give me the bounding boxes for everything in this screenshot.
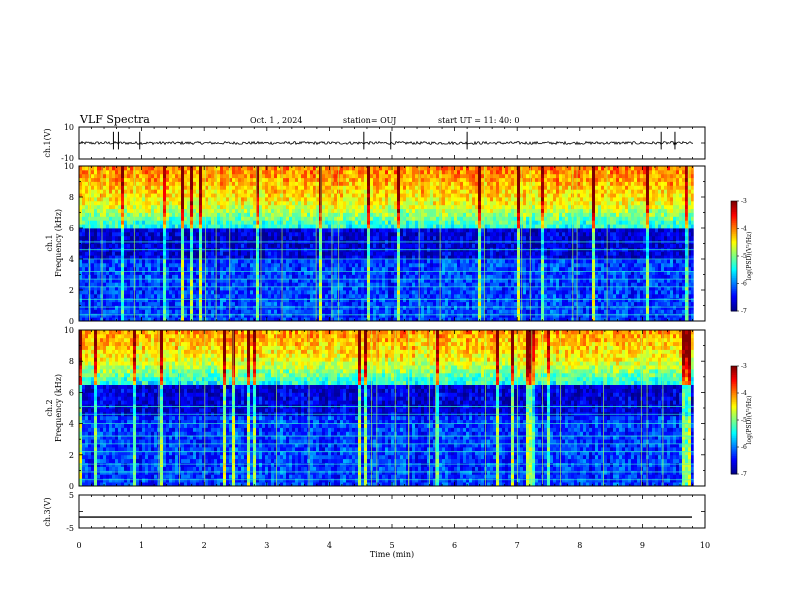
ch3-ytick-top: 5: [69, 491, 74, 500]
figure-title: VLF Spectra: [79, 113, 150, 126]
ch1-waveform-line: [78, 140, 694, 146]
ch1-spec-ylabel: Frequency (kHz): [54, 209, 63, 277]
frequency-tick-label: 2: [69, 286, 74, 295]
frequency-tick-label: 4: [69, 255, 74, 264]
x-tick-label: 4: [327, 541, 332, 550]
colorbar-tick-label: -6: [741, 281, 747, 288]
ch1-spectrogram-image: [79, 166, 705, 322]
frequency-tick-label: 10: [64, 162, 74, 171]
ch1-waveform-panel: 10 -10 ch.1(V): [43, 123, 706, 163]
x-tick-label: 6: [452, 541, 457, 550]
ch1-wave-ylabel: ch.1(V): [43, 128, 52, 157]
ch1-colorbar-label: log(PSD)(V²/Hz): [746, 232, 753, 281]
x-tick-label: 0: [76, 541, 81, 550]
x-axis-label: Time (min): [370, 550, 414, 559]
station-label: station= OUJ: [343, 116, 396, 125]
x-tick-label: 8: [577, 541, 582, 550]
x-tick-label: 1: [139, 541, 144, 550]
ch1-spec-channel-label: ch.1: [45, 234, 54, 251]
x-tick-label: 3: [264, 541, 269, 550]
x-tick-label: 10: [700, 541, 710, 550]
colorbar-tick-label: -4: [741, 226, 747, 233]
colorbar-tick-label: -6: [741, 444, 747, 451]
colorbar-tick-label: -7: [741, 308, 747, 315]
ch3-waveform-frame: [78, 494, 706, 529]
start-ut-label: start UT = 11: 40: 0: [438, 116, 519, 125]
ch3-ytick-bottom: -5: [66, 524, 74, 533]
ch1-ytick-top: 10: [64, 123, 74, 132]
x-tick-label: 2: [202, 541, 207, 550]
frequency-tick-label: 10: [64, 326, 74, 335]
date-label: Oct. 1 , 2024: [250, 116, 302, 125]
frequency-tick-label: 0: [69, 482, 74, 491]
colorbar-tick-label: -3: [741, 363, 747, 370]
colorbar-tick-label: -5: [741, 253, 747, 260]
frequency-tick-label: 8: [69, 357, 74, 366]
colorbar-tick-label: -5: [741, 417, 747, 424]
x-axis-tick-labels: 0 1 2 3 4 5 6 7 8 9 10: [76, 541, 710, 550]
x-tick-label: 5: [389, 541, 394, 550]
colorbar-tick-label: -7: [741, 471, 747, 478]
ch2-spec-ylabel: Frequency (kHz): [54, 374, 63, 442]
colorbar-tick-label: -4: [741, 390, 747, 397]
frequency-tick-label: 6: [69, 224, 74, 233]
frequency-tick-label: 8: [69, 193, 74, 202]
ch1-ytick-bottom: -10: [61, 154, 74, 163]
ch3-waveform-panel: 5 -5 ch.3(V): [43, 491, 706, 533]
frequency-tick-label: 0: [69, 317, 74, 326]
x-tick-label: 9: [640, 541, 645, 550]
ch2-colorbar-label: log(PSD)(V²/Hz): [746, 396, 753, 445]
x-tick-label: 7: [515, 541, 520, 550]
ch1-colorbar: -3 -4 -5 -6 -7: [730, 198, 747, 315]
frequency-tick-label: 4: [69, 420, 74, 429]
ch3-wave-ylabel: ch.3(V): [43, 497, 52, 526]
ch2-spectrogram-image: [79, 330, 705, 487]
ch1-waveform-trace: [78, 131, 694, 150]
ch2-spec-channel-label: ch.2: [45, 399, 54, 416]
frequency-tick-label: 2: [69, 451, 74, 460]
ch2-colorbar: -3 -4 -5 -6 -7: [730, 363, 747, 478]
frequency-tick-label: 6: [69, 388, 74, 397]
colorbar-tick-label: -3: [741, 198, 747, 205]
